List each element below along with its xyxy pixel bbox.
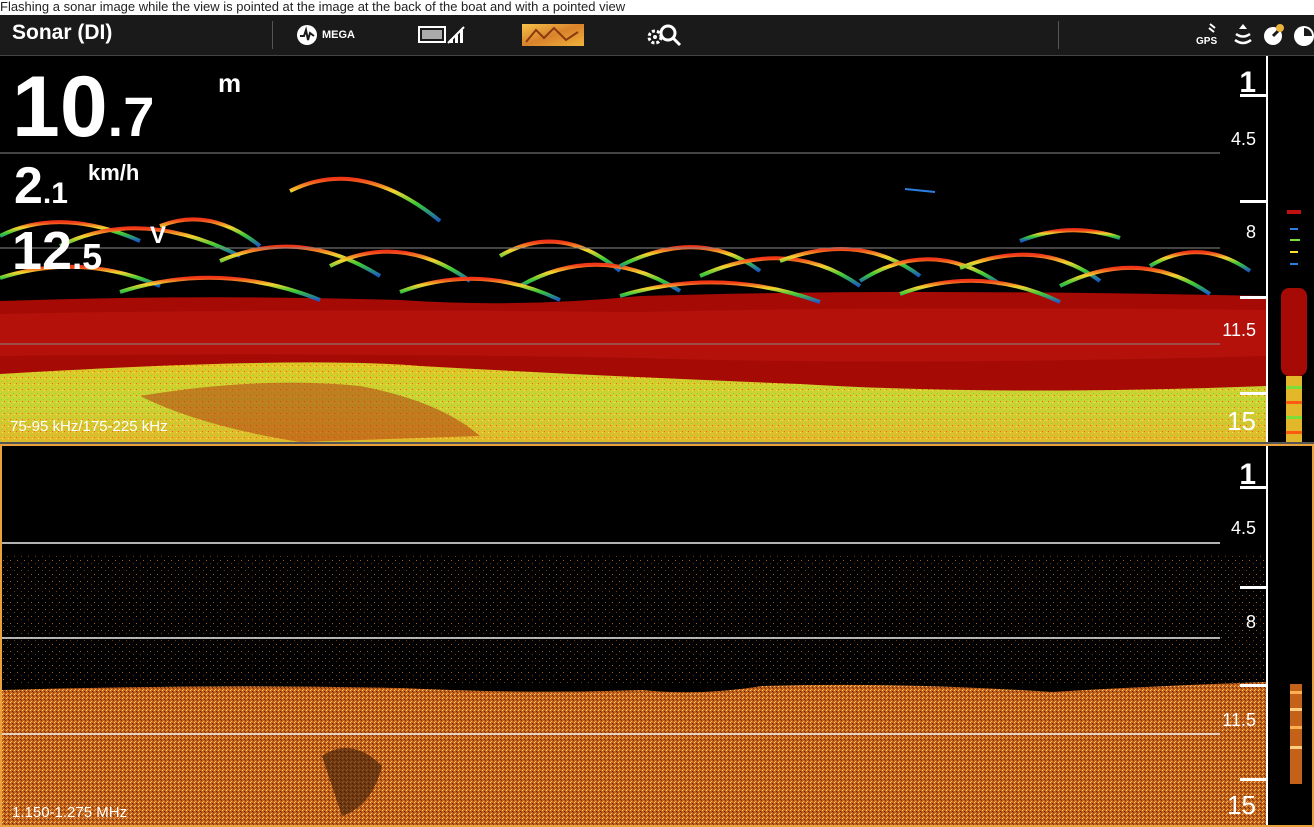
- alarm-status[interactable]: [1262, 19, 1286, 51]
- mega-button[interactable]: MEGA: [296, 19, 355, 51]
- frequency-label: 1.150-1.275 MHz: [12, 804, 128, 821]
- sonar-2d-panel[interactable]: 1 4.5 8 11.5 15 10.7 m 2.1 km/h 12.5 V 7…: [0, 56, 1314, 444]
- display-signal-button[interactable]: [418, 19, 468, 51]
- depth-tick: [1240, 392, 1266, 395]
- voltage-decimal: .5: [72, 236, 103, 277]
- depth-scale-label: 4.5: [1230, 129, 1256, 149]
- depth-tick: [1240, 200, 1266, 203]
- screen-frame: Flashing a sonar image while the view is…: [0, 0, 1314, 56]
- down-imaging-panel[interactable]: 1 4.5 8 11.5 15 1.150-1.275 MHz: [0, 444, 1314, 827]
- gps-icon: GPS: [1196, 23, 1217, 47]
- down-imaging-image: [2, 446, 1312, 825]
- header-strip: Flashing a sonar image while the view is…: [0, 0, 626, 14]
- depth-scale-label: 8: [1245, 612, 1256, 632]
- depth-scale-label: 15: [1227, 406, 1256, 436]
- frequency-label: 75-95 kHz/175-225 kHz: [10, 418, 168, 435]
- depth-tick: [1240, 586, 1266, 589]
- mega-icon: [297, 25, 317, 45]
- depth-scale-label: 11.5: [1222, 320, 1256, 340]
- speed-value: 2: [14, 157, 43, 215]
- depth-scale-label: 8: [1245, 222, 1256, 242]
- view-title[interactable]: Sonar (DI): [12, 21, 113, 44]
- speed-readout: 2.1: [14, 160, 68, 212]
- chart-image-icon: [522, 24, 584, 46]
- depth-scale-label: 11.5: [1222, 710, 1256, 730]
- depth-unit: m: [218, 68, 242, 98]
- voltage-readout: 12.5: [12, 224, 102, 278]
- depth-value: 10: [12, 59, 108, 155]
- gps-label: GPS: [1196, 36, 1217, 47]
- depth-tick: [1240, 684, 1266, 687]
- gps-status[interactable]: GPS: [1196, 19, 1218, 51]
- depth-scale-label: 1: [1239, 458, 1256, 491]
- sonar-status[interactable]: [1232, 19, 1254, 51]
- sonar-icon: [1234, 24, 1252, 45]
- mega-label: MEGA: [322, 29, 355, 41]
- depth-scale-label: 1: [1239, 66, 1256, 99]
- depth-scale-label: 15: [1227, 790, 1256, 820]
- depth-scale-label: 4.5: [1230, 518, 1256, 538]
- settings-search-icon: [647, 24, 682, 47]
- alarm-icon: [1264, 24, 1284, 45]
- display-signal-icon: [418, 26, 465, 44]
- sonar-2d-image: [0, 56, 1314, 442]
- speed-unit: km/h: [88, 160, 140, 185]
- depth-decimal: .7: [107, 85, 155, 148]
- depth-tick: [1240, 486, 1266, 489]
- title-bar: Sonar (DI) MEGA: [0, 15, 1314, 56]
- voltage-unit: V: [150, 222, 167, 249]
- depth-tick: [1240, 296, 1266, 299]
- timer-status[interactable]: [1292, 19, 1314, 51]
- toolbar-divider: [1058, 21, 1059, 49]
- toolbar-divider: [272, 21, 273, 49]
- settings-search-button[interactable]: [646, 19, 686, 51]
- depth-tick: [1240, 94, 1266, 97]
- timer-icon: [1294, 26, 1314, 46]
- depth-scale-bar: [1266, 56, 1268, 442]
- speed-decimal: .1: [42, 177, 68, 210]
- depth-scale-bar: [1266, 446, 1268, 825]
- voltage-value: 12: [12, 221, 73, 281]
- depth-readout: 10.7: [12, 64, 154, 150]
- depth-tick: [1240, 778, 1266, 781]
- chart-image-button[interactable]: [522, 19, 584, 51]
